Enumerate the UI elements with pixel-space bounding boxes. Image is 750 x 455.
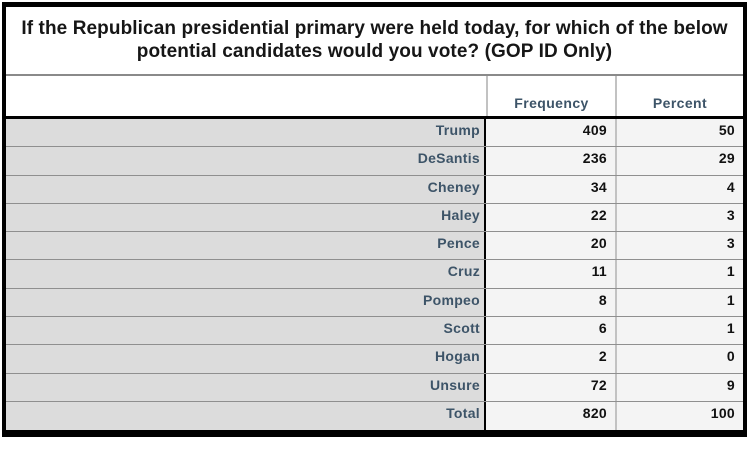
table-row: Haley 22 3 [6,203,743,233]
row-label: Hogan [6,345,486,373]
table-body: Trump 409 50 DeSantis 236 29 Cheney 34 4… [6,119,743,431]
table-row: Cruz 11 1 [6,260,743,289]
table-row: Cheney 34 4 [6,175,743,204]
frequency-value: 2 [486,345,615,373]
frequency-value: 22 [486,203,615,232]
frequency-value: 11 [486,260,615,288]
frequency-value: 72 [486,373,615,401]
percent-value: 3 [615,203,743,232]
percent-value: 1 [615,317,743,345]
frequency-value: 409 [486,119,615,147]
frequency-value: 20 [486,232,615,260]
percent-value: 29 [615,147,743,175]
poll-results-table: If the Republican presidential primary w… [2,2,747,438]
frequency-value: 820 [486,401,615,431]
row-label: Unsure [6,373,486,401]
frequency-value: 236 [486,147,615,175]
table-row: DeSantis 236 29 [6,147,743,176]
row-label: DeSantis [6,147,486,175]
percent-value: 1 [615,288,743,317]
row-label: Pompeo [6,288,486,317]
percent-value: 100 [615,401,743,431]
table-row: Hogan 2 0 [6,345,743,374]
frequency-value: 8 [486,288,615,317]
row-label: Cheney [6,175,486,203]
table-row: Total 820 100 [6,401,743,431]
percent-value: 4 [615,175,743,203]
table-row: Trump 409 50 [6,119,743,148]
frequency-value: 6 [486,317,615,345]
percent-value: 50 [615,119,743,147]
row-label: Haley [6,203,486,232]
percent-value: 3 [615,232,743,260]
page-title: If the Republican presidential primary w… [6,7,743,76]
table-row: Pompeo 8 1 [6,288,743,318]
table-row: Pence 20 3 [6,232,743,261]
title-line-2: potential candidates would you vote? (GO… [136,41,613,62]
table-row: Scott 6 1 [6,317,743,346]
row-label: Pence [6,232,486,260]
frequency-value: 34 [486,175,615,203]
row-label: Trump [6,119,486,147]
percent-value: 1 [615,260,743,288]
percent-value: 0 [615,345,743,373]
header-empty-cell [6,76,486,116]
row-label: Total [6,401,486,431]
table-header-row: Frequency Percent [6,76,743,119]
column-header-percent: Percent [615,76,743,116]
title-line-1: If the Republican presidential primary w… [21,18,728,39]
percent-value: 9 [615,373,743,401]
row-label: Scott [6,317,486,345]
row-label: Cruz [6,260,486,288]
column-header-frequency: Frequency [486,76,615,116]
table-row: Unsure 72 9 [6,373,743,402]
